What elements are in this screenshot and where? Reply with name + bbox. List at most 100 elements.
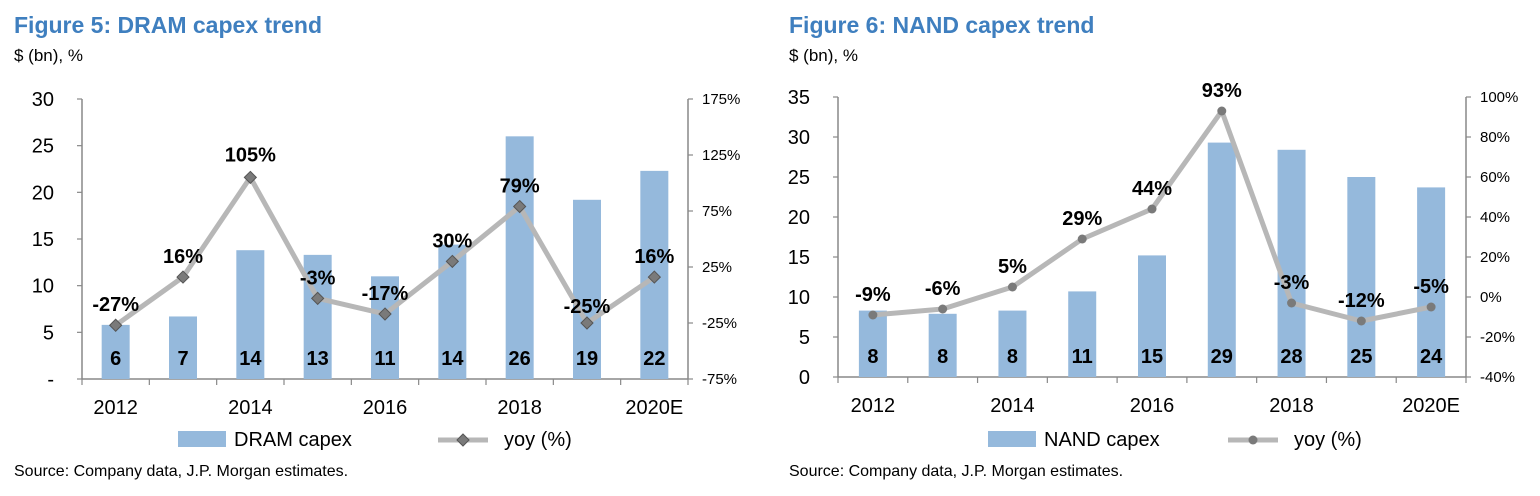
left-tick-label: 10 bbox=[32, 276, 54, 298]
yoy-value-label: 93% bbox=[1202, 80, 1242, 102]
right-tick-label: 40% bbox=[1480, 209, 1510, 226]
right-tick-label: 20% bbox=[1480, 249, 1510, 266]
bar-2016 bbox=[1138, 255, 1166, 377]
right-tick-label: -25% bbox=[702, 315, 737, 332]
bar-value-label: 14 bbox=[239, 348, 262, 370]
legend-label-line: yoy (%) bbox=[504, 429, 572, 451]
left-tick-label: 5 bbox=[43, 322, 54, 344]
yoy-value-label: -25% bbox=[564, 296, 611, 318]
x-tick-label: 2020E bbox=[1402, 395, 1460, 417]
figure-title: Figure 6: NAND capex trend bbox=[789, 12, 1095, 38]
dram-capex-chart: 30 25 20 15 10 5 - 175% 125% 75% 25% -25% -75% 2012 20… bbox=[32, 89, 741, 451]
yoy-value-label: -3% bbox=[300, 267, 336, 289]
yoy-value-label: -5% bbox=[1413, 276, 1449, 298]
nand-capex-chart: 35 30 25 20 15 10 5 0 100% 80% 60% 40% 20% 0% -20% -40%… bbox=[788, 80, 1519, 451]
right-tick-label: 25% bbox=[702, 259, 732, 276]
x-tick-label: 2014 bbox=[228, 397, 273, 419]
bar-2018 bbox=[505, 136, 534, 379]
yoy-marker-2016 bbox=[1147, 204, 1157, 214]
legend-marker-icon bbox=[1248, 435, 1258, 445]
yoy-marker-2020E bbox=[1426, 302, 1436, 312]
yoy-marker-2015 bbox=[1077, 234, 1087, 244]
x-tick-label: 2014 bbox=[990, 395, 1035, 417]
figure-6-panel: Figure 6: NAND capex trend $ (bn), % 35 3… bbox=[775, 0, 1540, 496]
yoy-marker-2016 bbox=[378, 307, 392, 321]
right-tick-label: 75% bbox=[702, 203, 732, 220]
right-tick-label: 100% bbox=[1480, 89, 1518, 106]
bar-value-label: 15 bbox=[1141, 346, 1163, 368]
left-tick-label: 20 bbox=[788, 207, 810, 229]
bar-2013 bbox=[928, 313, 957, 377]
bar-swatch-icon bbox=[178, 431, 226, 447]
bar-value-label: 26 bbox=[509, 348, 531, 370]
right-tick-label: 125% bbox=[702, 147, 740, 164]
right-tick-label: 175% bbox=[702, 91, 740, 108]
legend-label-bar: NAND capex bbox=[1044, 429, 1160, 451]
left-tick-label: 5 bbox=[799, 327, 810, 349]
right-tick-label: 80% bbox=[1480, 129, 1510, 146]
yoy-value-label: 16% bbox=[163, 246, 203, 268]
yoy-marker-2018 bbox=[1287, 298, 1297, 308]
bar-2019 bbox=[1347, 177, 1376, 377]
bar-value-label: 28 bbox=[1280, 346, 1302, 368]
left-tick-label: 25 bbox=[788, 167, 810, 189]
left-tick-label: 35 bbox=[788, 87, 810, 109]
figure-source: Source: Company data, J.P. Morgan estima… bbox=[14, 463, 349, 480]
bar-value-label: 13 bbox=[307, 348, 329, 370]
yoy-marker-2014 bbox=[243, 170, 258, 185]
bar-value-label: 8 bbox=[867, 346, 878, 368]
bar-value-label: 29 bbox=[1211, 346, 1233, 368]
yoy-value-label: 5% bbox=[998, 256, 1027, 278]
yoy-value-label: 29% bbox=[1062, 208, 1102, 230]
x-tick-label: 2016 bbox=[363, 397, 408, 419]
left-tick-label: 15 bbox=[32, 229, 54, 251]
figure-subtitle: $ (bn), % bbox=[14, 46, 83, 65]
figure-source: Source: Company data, J.P. Morgan estima… bbox=[789, 463, 1124, 480]
left-tick-label: 25 bbox=[32, 136, 54, 158]
yoy-marker-2018 bbox=[512, 199, 527, 214]
yoy-value-label: 16% bbox=[634, 246, 674, 268]
yoy-value-label: 30% bbox=[432, 230, 472, 252]
bar-2020E bbox=[1417, 187, 1446, 377]
right-tick-label: -40% bbox=[1480, 369, 1515, 386]
legend-marker-icon bbox=[456, 433, 470, 447]
figure-5-panel: Figure 5: DRAM capex trend $ (bn), % 30 2… bbox=[14, 12, 741, 480]
yoy-value-label: -17% bbox=[362, 283, 409, 305]
bar-2015 bbox=[1068, 291, 1097, 377]
yoy-marker-2014 bbox=[1007, 282, 1017, 292]
left-tick-label: - bbox=[47, 369, 54, 391]
figure-subtitle: $ (bn), % bbox=[789, 46, 858, 65]
bar-value-label: 14 bbox=[441, 348, 464, 370]
yoy-value-label: -12% bbox=[1338, 290, 1385, 312]
bar-value-label: 11 bbox=[374, 348, 395, 370]
bar-value-label: 6 bbox=[110, 348, 121, 370]
legend-label-line: yoy (%) bbox=[1294, 429, 1362, 451]
left-tick-label: 20 bbox=[32, 182, 54, 204]
yoy-value-label: -27% bbox=[92, 294, 139, 316]
right-tick-label: -75% bbox=[702, 371, 737, 388]
bar-2019 bbox=[573, 199, 601, 379]
bar-2014 bbox=[236, 250, 265, 379]
yoy-marker-2019 bbox=[580, 316, 594, 330]
yoy-marker-2012 bbox=[868, 310, 878, 320]
bar-value-label: 7 bbox=[177, 348, 188, 370]
yoy-marker-2019 bbox=[1356, 316, 1366, 326]
bar-value-label: 24 bbox=[1420, 346, 1443, 368]
bar-value-label: 19 bbox=[576, 348, 598, 370]
bar-2015 bbox=[303, 254, 332, 379]
bar-2012 bbox=[858, 310, 887, 377]
yoy-value-label: 44% bbox=[1132, 178, 1172, 200]
yoy-value-label: -6% bbox=[925, 278, 961, 300]
bar-value-label: 8 bbox=[1007, 346, 1018, 368]
x-tick-label: 2020E bbox=[625, 397, 683, 419]
bar-2018 bbox=[1277, 149, 1306, 377]
x-tick-label: 2012 bbox=[851, 395, 896, 417]
yoy-marker-2017 bbox=[1217, 106, 1227, 116]
yoy-marker-2017 bbox=[445, 254, 460, 269]
x-tick-label: 2016 bbox=[1130, 395, 1175, 417]
left-tick-label: 0 bbox=[799, 367, 810, 389]
x-tick-label: 2018 bbox=[1269, 395, 1314, 417]
legend-label-bar: DRAM capex bbox=[234, 429, 352, 451]
left-tick-label: 10 bbox=[788, 287, 810, 309]
yoy-value-label: -3% bbox=[1274, 272, 1310, 294]
